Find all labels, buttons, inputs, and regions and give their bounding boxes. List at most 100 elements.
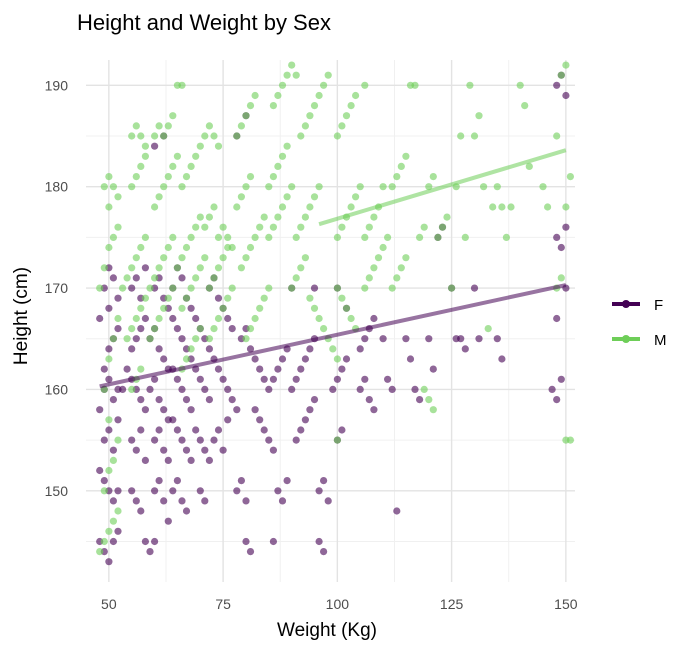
data-point xyxy=(100,264,108,272)
data-point xyxy=(137,507,145,515)
data-point xyxy=(114,527,122,535)
data-point xyxy=(169,233,177,241)
data-point xyxy=(219,446,227,454)
data-point xyxy=(347,102,355,110)
data-point xyxy=(155,426,163,434)
data-point xyxy=(228,396,236,404)
data-point xyxy=(105,345,113,353)
data-point xyxy=(214,294,223,302)
data-point xyxy=(370,314,378,323)
data-point xyxy=(164,243,172,252)
data-point xyxy=(155,264,163,272)
data-point xyxy=(356,183,364,191)
data-point xyxy=(196,142,204,150)
data-point xyxy=(406,355,415,363)
data-point xyxy=(119,385,127,393)
data-point xyxy=(160,183,168,191)
data-point xyxy=(169,416,177,424)
y-axis-title: Height (cm) xyxy=(11,267,32,365)
data-point xyxy=(109,446,117,454)
data-point xyxy=(420,223,428,231)
x-tick-label: 75 xyxy=(215,596,231,612)
data-point xyxy=(100,487,108,495)
data-point xyxy=(320,81,328,89)
data-point xyxy=(141,142,149,150)
data-point xyxy=(160,132,168,140)
data-point xyxy=(137,365,145,373)
data-point xyxy=(100,537,108,546)
data-point xyxy=(411,385,419,393)
data-point xyxy=(114,436,122,444)
data-point xyxy=(205,213,213,221)
data-point xyxy=(96,548,104,556)
data-point xyxy=(562,61,570,69)
data-point xyxy=(333,284,341,292)
data-point xyxy=(553,132,561,140)
data-point xyxy=(109,183,117,191)
data-point xyxy=(237,193,245,201)
data-point xyxy=(201,497,209,505)
y-tick-label: 190 xyxy=(45,77,69,93)
data-point xyxy=(288,385,296,393)
data-point xyxy=(146,548,154,556)
data-point xyxy=(173,477,181,485)
data-point xyxy=(246,243,255,252)
data-point xyxy=(187,345,195,353)
data-point xyxy=(160,497,168,505)
data-point xyxy=(178,274,186,282)
data-point xyxy=(151,325,159,333)
data-point xyxy=(201,223,209,231)
data-point xyxy=(310,193,319,201)
data-point xyxy=(214,426,223,434)
data-point xyxy=(205,284,213,292)
data-point xyxy=(96,284,104,292)
data-point xyxy=(539,183,547,191)
data-point xyxy=(173,375,181,383)
data-point xyxy=(493,335,501,343)
data-point xyxy=(269,173,277,181)
data-point xyxy=(338,223,346,231)
data-point xyxy=(196,325,204,333)
data-point xyxy=(397,162,405,170)
data-point xyxy=(361,284,369,292)
data-point xyxy=(384,233,392,241)
data-point xyxy=(553,81,561,89)
data-point xyxy=(105,304,113,312)
series-M-points xyxy=(96,61,575,556)
data-point xyxy=(192,223,200,231)
data-point xyxy=(370,406,378,414)
data-point xyxy=(265,233,273,241)
data-point xyxy=(310,102,319,110)
data-point xyxy=(507,203,515,211)
legend: FM xyxy=(612,297,667,349)
data-point xyxy=(438,223,447,231)
data-point xyxy=(265,436,273,444)
data-point xyxy=(557,71,565,79)
data-point xyxy=(169,284,177,292)
data-point xyxy=(544,203,552,211)
data-point xyxy=(288,284,296,292)
data-point xyxy=(475,335,483,343)
data-point xyxy=(151,537,159,546)
data-point xyxy=(155,477,163,485)
data-point xyxy=(297,223,305,231)
data-point xyxy=(283,193,291,201)
data-point xyxy=(379,243,387,252)
data-point xyxy=(320,325,328,333)
data-point xyxy=(246,102,255,110)
x-tick-label: 150 xyxy=(554,596,578,612)
data-point xyxy=(233,132,241,140)
data-point xyxy=(315,314,323,323)
data-point xyxy=(151,436,159,444)
y-tick-label: 150 xyxy=(45,483,69,499)
data-point xyxy=(429,406,437,414)
data-point xyxy=(402,254,410,262)
data-point xyxy=(196,436,204,444)
data-point xyxy=(384,375,392,383)
data-point xyxy=(306,294,314,302)
data-point xyxy=(370,213,378,221)
data-point xyxy=(224,416,232,424)
data-point xyxy=(128,325,136,333)
data-point xyxy=(114,294,122,302)
data-point xyxy=(466,81,474,89)
